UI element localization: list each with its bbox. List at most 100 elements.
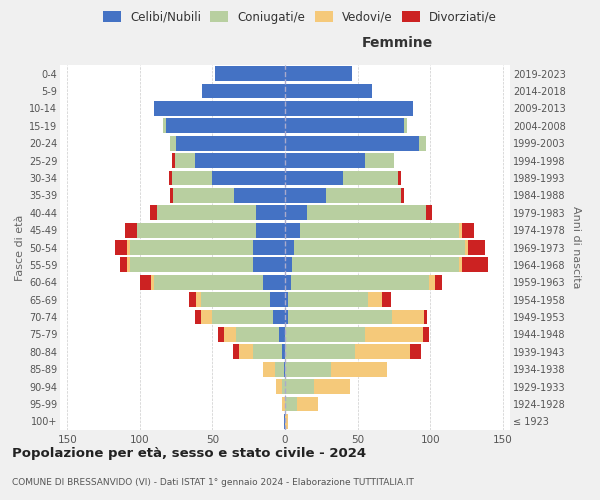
Bar (151, 275, 154, 289)
Y-axis label: Anni di nascita: Anni di nascita (571, 206, 581, 289)
Bar (125, 222, 137, 238)
Bar (285, 292, 288, 307)
Bar (424, 310, 427, 324)
Bar (195, 310, 201, 324)
Bar (256, 206, 285, 220)
Bar (239, 344, 253, 359)
Bar (196, 292, 201, 307)
Bar (140, 275, 151, 289)
Text: Popolazione per età, sesso e stato civile - 2024: Popolazione per età, sesso e stato civil… (12, 448, 366, 460)
Bar (166, 118, 285, 133)
Bar (274, 310, 285, 324)
Bar (285, 206, 307, 220)
Bar (282, 344, 285, 359)
Bar (368, 292, 382, 307)
Bar (236, 327, 279, 342)
Bar (419, 136, 426, 150)
Bar (285, 118, 404, 133)
Bar (291, 275, 429, 289)
Bar (282, 396, 285, 411)
Bar (175, 153, 195, 168)
Bar (195, 153, 285, 168)
Bar (127, 258, 130, 272)
Bar (299, 222, 459, 238)
Bar (292, 258, 459, 272)
Bar (127, 240, 130, 255)
Bar (465, 240, 468, 255)
Bar (468, 240, 485, 255)
Bar (170, 136, 176, 150)
Bar (154, 101, 285, 116)
Bar (410, 344, 421, 359)
Bar (130, 240, 253, 255)
Bar (253, 344, 282, 359)
Bar (202, 84, 285, 98)
Bar (285, 362, 331, 376)
Bar (285, 222, 299, 238)
Bar (285, 327, 365, 342)
Bar (355, 344, 410, 359)
Bar (157, 206, 256, 220)
Bar (224, 327, 236, 342)
Bar (314, 379, 350, 394)
Bar (426, 206, 431, 220)
Bar (423, 327, 429, 342)
Bar (253, 258, 285, 272)
Text: Femmine: Femmine (362, 36, 433, 51)
Bar (173, 188, 234, 202)
Bar (459, 222, 462, 238)
Bar (284, 414, 285, 428)
Bar (201, 310, 212, 324)
Legend: Celibi/Nubili, Coniugati/e, Vedovi/e, Divorziati/e: Celibi/Nubili, Coniugati/e, Vedovi/e, Di… (100, 8, 500, 26)
Bar (201, 292, 271, 307)
Bar (234, 188, 285, 202)
Bar (172, 170, 212, 186)
Bar (382, 292, 391, 307)
Bar (285, 84, 372, 98)
Bar (169, 170, 172, 186)
Bar (212, 310, 274, 324)
Bar (233, 344, 239, 359)
Bar (404, 118, 407, 133)
Bar (282, 379, 285, 394)
Bar (296, 396, 319, 411)
Bar (285, 275, 291, 289)
Bar (176, 136, 285, 150)
Bar (163, 118, 166, 133)
Bar (285, 310, 288, 324)
Bar (154, 275, 263, 289)
Bar (285, 188, 326, 202)
Bar (307, 206, 426, 220)
Bar (392, 310, 424, 324)
Bar (172, 153, 175, 168)
Bar (218, 327, 224, 342)
Bar (285, 153, 365, 168)
Bar (253, 240, 285, 255)
Bar (284, 362, 285, 376)
Bar (130, 258, 253, 272)
Bar (275, 362, 284, 376)
Bar (256, 222, 285, 238)
Bar (434, 275, 442, 289)
Bar (462, 258, 488, 272)
Bar (115, 240, 127, 255)
Bar (326, 188, 401, 202)
Bar (212, 170, 285, 186)
Bar (271, 292, 285, 307)
Bar (288, 310, 392, 324)
Bar (365, 327, 423, 342)
Bar (279, 327, 285, 342)
Text: COMUNE DI BRESSANVIDO (VI) - Dati ISTAT 1° gennaio 2024 - Elaborazione TUTTITALI: COMUNE DI BRESSANVIDO (VI) - Dati ISTAT … (12, 478, 414, 487)
Bar (365, 153, 394, 168)
Bar (150, 206, 157, 220)
Bar (285, 101, 413, 116)
Bar (263, 362, 275, 376)
Y-axis label: Fasce di età: Fasce di età (14, 214, 25, 280)
Bar (215, 66, 285, 81)
Bar (263, 275, 285, 289)
Bar (285, 396, 296, 411)
Bar (459, 258, 462, 272)
Bar (285, 379, 314, 394)
Bar (119, 258, 127, 272)
Bar (401, 188, 404, 202)
